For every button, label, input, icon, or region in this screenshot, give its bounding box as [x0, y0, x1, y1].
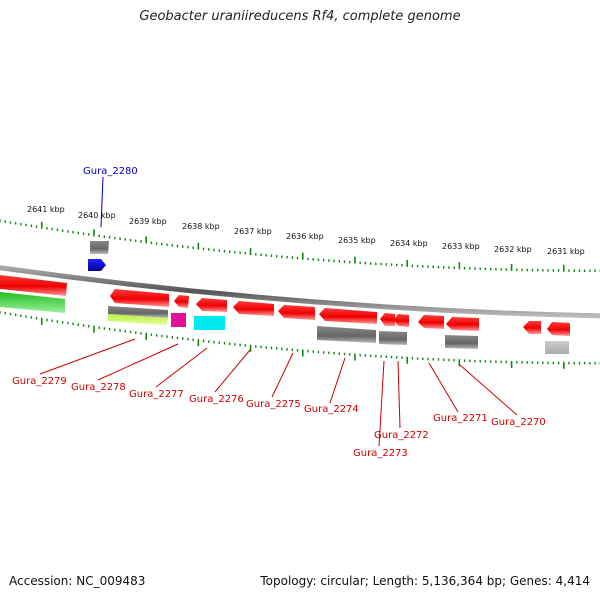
gene-block[interactable] [194, 316, 225, 330]
gene-arrow[interactable] [547, 322, 570, 336]
gura-2280-leader [100, 176, 104, 228]
gene-label-gura-2279[interactable]: Gura_2279 [12, 376, 67, 387]
kbp-labels: 2641 kbp 2640 kbp 2639 kbp 2638 kbp 2637… [27, 205, 585, 256]
gene-arrow[interactable] [0, 275, 67, 296]
gene-arrow[interactable] [394, 314, 409, 327]
outer-tick-ruler [0, 219, 600, 272]
gene-arrow[interactable] [523, 321, 541, 334]
gene-arrow[interactable] [174, 295, 189, 308]
kbp-label: 2631 kbp [547, 247, 585, 256]
gene-arrow[interactable] [110, 289, 169, 307]
gene-arrow[interactable] [380, 313, 395, 326]
kbp-label: 2632 kbp [494, 245, 532, 254]
kbp-label: 2640 kbp [78, 211, 116, 220]
gene-arrow[interactable] [446, 317, 479, 331]
gene-label-gura-2278[interactable]: Gura_2278 [71, 382, 126, 393]
gene-arrow[interactable] [319, 308, 377, 324]
gene-gura-2280[interactable] [88, 241, 109, 271]
gene-labels: Gura_2279 Gura_2278 Gura_2277 Gura_2276 … [12, 376, 546, 459]
genome-backbone [0, 265, 600, 319]
gene-label-gura-2276[interactable]: Gura_2276 [189, 394, 244, 405]
kbp-label: 2635 kbp [338, 236, 376, 245]
gene-label-gura-2280[interactable]: Gura_2280 [83, 166, 138, 177]
gene-block[interactable] [445, 335, 478, 349]
gene-arrow[interactable] [233, 301, 274, 316]
gene-track [0, 275, 570, 354]
kbp-label: 2638 kbp [182, 222, 220, 231]
kbp-label: 2639 kbp [129, 217, 167, 226]
map-title: Geobacter uraniireducens Rf4, complete g… [139, 9, 461, 24]
gene-label-gura-2274[interactable]: Gura_2274 [304, 404, 359, 415]
gene-arrow[interactable] [278, 305, 315, 320]
kbp-label: 2636 kbp [286, 232, 324, 241]
accession-text: Accession: NC_009483 [9, 574, 146, 588]
gene-block[interactable] [108, 314, 168, 325]
gene-block[interactable] [545, 341, 569, 354]
kbp-label: 2634 kbp [390, 239, 428, 248]
gene-block[interactable] [317, 326, 376, 343]
kbp-label: 2641 kbp [27, 205, 65, 214]
gene-block[interactable] [0, 292, 65, 313]
gene-label-gura-2271[interactable]: Gura_2271 [433, 413, 488, 424]
gene-label-gura-2273[interactable]: Gura_2273 [353, 448, 408, 459]
gene-label-gura-2272[interactable]: Gura_2272 [374, 430, 429, 441]
genome-summary-text: Topology: circular; Length: 5,136,364 bp… [260, 574, 590, 588]
gene-arrow[interactable] [418, 315, 444, 329]
kbp-label: 2637 kbp [234, 227, 272, 236]
kbp-label: 2633 kbp [442, 242, 480, 251]
gene-block[interactable] [171, 313, 186, 327]
gene-leaders [39, 338, 518, 447]
inner-tick-ruler [0, 311, 600, 369]
gene-label-gura-2275[interactable]: Gura_2275 [246, 399, 301, 410]
gene-label-gura-2277[interactable]: Gura_2277 [129, 389, 184, 400]
gene-arrow[interactable] [196, 298, 227, 312]
gene-block[interactable] [379, 331, 407, 345]
gene-label-gura-2270[interactable]: Gura_2270 [491, 417, 546, 428]
